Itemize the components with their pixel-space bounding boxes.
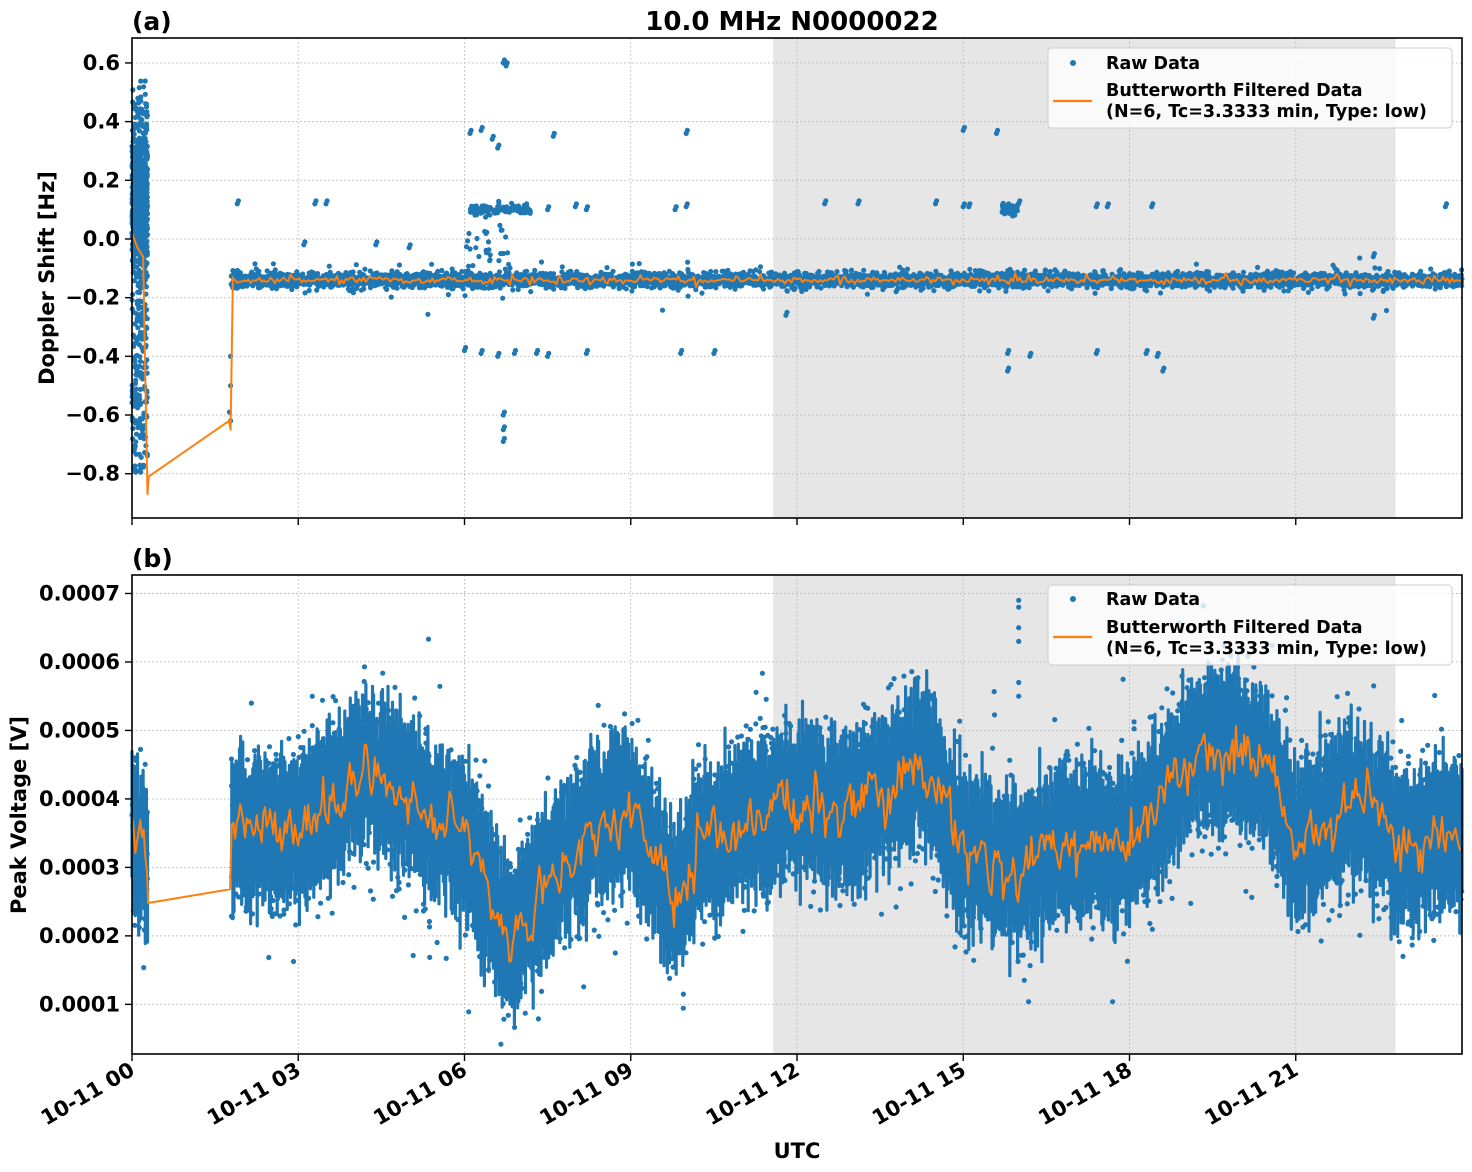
y-tick-label: −0.4 — [65, 344, 120, 368]
panel-a: 10.0 MHz N0000022 (a) Doppler Shift [Hz]… — [35, 7, 1465, 525]
x-tick-label: 10-11 03 — [203, 1058, 305, 1131]
y-tick-label: −0.8 — [65, 462, 120, 486]
panel-b-axes — [131, 574, 1463, 1061]
legend-filtered-label-line2: (N=6, Tc=3.3333 min, Type: low) — [1106, 639, 1427, 659]
panel-b-filtered-series — [131, 724, 1462, 963]
legend-frame — [1047, 584, 1453, 666]
panel-a-tag: (a) — [132, 7, 172, 36]
legend-raw-marker-icon — [1070, 60, 1076, 66]
y-tick-label: −0.2 — [65, 286, 120, 310]
y-tick-label: 0.0006 — [39, 650, 120, 674]
panel-b-xlabel: UTC — [774, 1139, 821, 1163]
y-tick-label: 0.0005 — [39, 718, 120, 742]
panel-b-xticks: 10-11 00 10-11 03 10-11 06 10-11 09 10-11 12… — [37, 1058, 1303, 1131]
figure-title: 10.0 MHz N0000022 — [645, 7, 938, 37]
legend-raw-label: Raw Data — [1106, 590, 1200, 610]
x-tick-label: 10-11 18 — [1034, 1058, 1136, 1131]
panel-b: (b) Peak Voltage [V] UTC 0.00070.00060.0… — [7, 544, 1465, 1163]
y-tick-label: 0.0007 — [39, 581, 120, 605]
y-tick-label: 0.4 — [83, 110, 120, 134]
x-tick-label: 10-11 15 — [868, 1058, 970, 1131]
panel-a-legend: Raw Data Butterworth Filtered Data (N=6,… — [1047, 47, 1453, 129]
y-tick-label: −0.6 — [65, 403, 120, 427]
y-tick-label: 0.6 — [83, 51, 120, 75]
x-tick-label: 10-11 21 — [1200, 1058, 1302, 1131]
filtered-data-line — [131, 232, 1461, 496]
panel-a-filtered-series — [131, 232, 1461, 496]
legend-filtered-label-line1: Butterworth Filtered Data — [1106, 618, 1363, 638]
legend-filtered-label-line1: Butterworth Filtered Data — [1106, 81, 1363, 101]
panel-a-ylabel: Doppler Shift [Hz] — [35, 171, 59, 385]
y-tick-label: 0.0 — [83, 227, 120, 251]
panel-a-raw-series — [129, 57, 1465, 475]
legend-raw-label: Raw Data — [1106, 54, 1200, 74]
x-tick-label: 10-11 12 — [702, 1058, 804, 1131]
legend-raw-marker-icon — [1070, 596, 1076, 602]
y-tick-label: 0.0001 — [39, 992, 120, 1016]
x-tick-label: 10-11 00 — [37, 1058, 139, 1131]
filtered-data-line — [131, 724, 1462, 963]
panel-b-ylabel: Peak Voltage [V] — [7, 716, 31, 914]
x-tick-label: 10-11 09 — [535, 1058, 637, 1131]
raw-data-points — [129, 57, 1465, 475]
y-tick-label: 0.0003 — [39, 855, 120, 879]
panel-b-yticks: 0.0007 0.0006 0.0005 0.0004 0.0003 0.0002 0.00… — [39, 581, 132, 1016]
legend-frame — [1047, 47, 1453, 129]
panel-b-legend: Raw Data Butterworth Filtered Data (N=6,… — [1047, 584, 1453, 666]
panel-a-axes — [131, 37, 1463, 525]
y-tick-label: 0.0004 — [39, 787, 120, 811]
panel-a-yticks: 0.6 0.4 0.2 0.0 −0.2 −0.4 −0.6 −0.8 — [65, 51, 132, 486]
panel-b-tag: (b) — [132, 544, 173, 573]
y-tick-label: 0.2 — [83, 168, 120, 192]
y-tick-label: 0.0002 — [39, 924, 120, 948]
x-tick-label: 10-11 06 — [369, 1058, 471, 1131]
legend-filtered-label-line2: (N=6, Tc=3.3333 min, Type: low) — [1106, 102, 1427, 122]
